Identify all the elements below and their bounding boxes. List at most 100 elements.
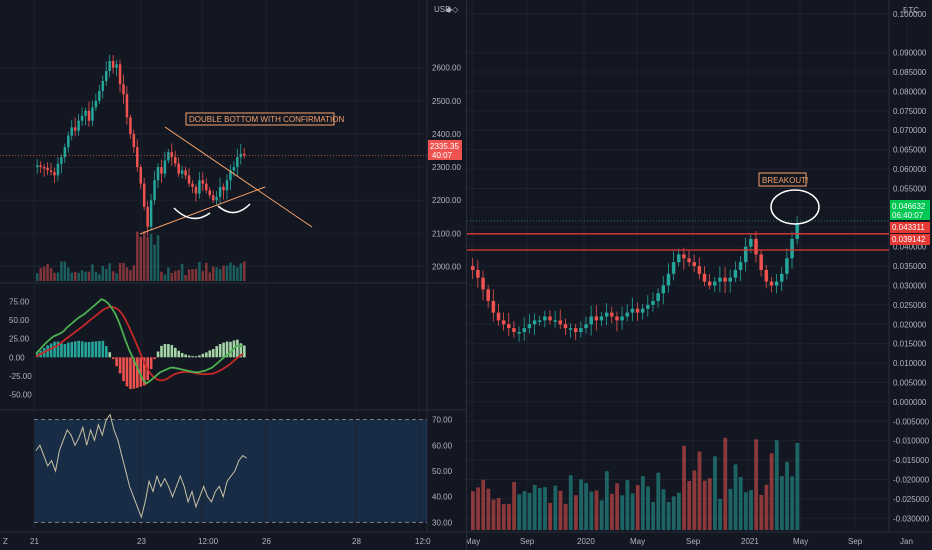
volume-bar bbox=[599, 500, 604, 530]
macd-histogram-bar bbox=[218, 344, 222, 358]
macd-tick-label: -25.00 bbox=[9, 372, 32, 381]
macd-histogram-bar bbox=[149, 357, 153, 370]
volume-bar bbox=[205, 262, 208, 281]
volume-bar bbox=[91, 264, 94, 281]
resistance-lines bbox=[467, 220, 889, 251]
volume-bar bbox=[558, 490, 563, 530]
candle-body bbox=[243, 153, 246, 156]
volume-bar bbox=[87, 271, 91, 281]
macd-histogram-bar bbox=[129, 357, 132, 390]
volume-bar bbox=[661, 489, 666, 530]
current-price-bg-right bbox=[890, 200, 930, 220]
ascending-trendline[interactable] bbox=[139, 186, 266, 235]
volume-bar bbox=[589, 491, 594, 530]
volume-bar bbox=[177, 270, 180, 281]
volume-bar bbox=[728, 488, 733, 530]
volume-bar bbox=[656, 472, 661, 530]
time-tick-label: 28 bbox=[352, 537, 361, 546]
price-tick-label: 0.025000 bbox=[893, 301, 927, 310]
volume-bar bbox=[108, 263, 111, 281]
candle-body bbox=[139, 167, 142, 184]
candle-body bbox=[656, 293, 660, 301]
macd-histogram-bar bbox=[70, 341, 74, 358]
macd-histogram-bar bbox=[80, 341, 84, 358]
macd-histogram-bar bbox=[177, 350, 181, 358]
macd-histogram-bar bbox=[105, 345, 108, 358]
volume-bar bbox=[517, 494, 522, 530]
candle-body bbox=[702, 273, 707, 282]
candle-body bbox=[496, 312, 501, 321]
volume-bar bbox=[537, 488, 542, 530]
volume-bar bbox=[743, 492, 748, 530]
volume-bar bbox=[574, 495, 578, 530]
macd-histogram-bar bbox=[236, 339, 239, 358]
volume-bar bbox=[153, 244, 156, 281]
macd-histogram-bar bbox=[243, 345, 246, 358]
right-chart-pane[interactable]: BTC BREAKOUT! 0.100000 0.090000 0.085000 0.… bbox=[466, 0, 932, 550]
volume-bar bbox=[543, 487, 547, 530]
candle-body bbox=[156, 167, 160, 181]
volume-bar bbox=[236, 267, 239, 281]
macd-histogram-bar bbox=[239, 343, 243, 358]
candle-body bbox=[80, 115, 84, 121]
candle-body bbox=[146, 206, 149, 227]
macd-histogram-bar bbox=[56, 341, 60, 358]
volume-bar bbox=[640, 476, 645, 530]
macd-histogram-bar bbox=[91, 341, 94, 358]
macd-histogram-bar bbox=[94, 341, 98, 358]
candle-body bbox=[163, 160, 167, 174]
breakout-circle[interactable] bbox=[770, 189, 820, 225]
volume-bar bbox=[218, 269, 222, 281]
candle-body bbox=[522, 328, 526, 333]
macd-histogram-bar bbox=[115, 357, 118, 367]
volume-bar bbox=[215, 267, 218, 281]
left-chart-canvas[interactable]: USD ◆◇ Z DOUBLE BOTTOM WITH CONFIRMATION… bbox=[0, 0, 466, 550]
breakout-annotation[interactable]: BREAKOUT! bbox=[758, 172, 820, 225]
breakout-box[interactable] bbox=[758, 172, 807, 187]
candle-body bbox=[191, 183, 194, 187]
rsi-tick-label: 30.00 bbox=[432, 518, 453, 527]
volume-bar bbox=[136, 231, 139, 281]
candle-body bbox=[225, 180, 229, 191]
volume-bar bbox=[723, 437, 728, 530]
volume-bar bbox=[635, 485, 640, 530]
candle-body bbox=[728, 277, 732, 282]
candle-body bbox=[558, 320, 563, 325]
price-tick-label: -0.020000 bbox=[893, 475, 930, 484]
macd-histogram-bar bbox=[49, 343, 53, 358]
volume-bar bbox=[201, 271, 205, 281]
time-tick-label: May bbox=[630, 537, 645, 546]
right-chart-canvas[interactable]: BTC BREAKOUT! 0.1000000.0900000.0850000.… bbox=[467, 0, 932, 550]
volume-bar bbox=[785, 461, 789, 530]
volume-bar bbox=[707, 478, 712, 530]
first-bottom-arc[interactable] bbox=[173, 207, 211, 220]
volume-bar bbox=[46, 264, 49, 281]
macd-histogram-bar bbox=[87, 341, 91, 358]
rsi-tick-label: 50.00 bbox=[432, 467, 453, 476]
candle-body bbox=[142, 183, 146, 207]
candle-body bbox=[666, 273, 671, 286]
candle-body bbox=[630, 308, 635, 313]
descending-trendline[interactable] bbox=[164, 126, 313, 228]
volume-bar bbox=[527, 492, 532, 530]
annotation-box[interactable] bbox=[185, 112, 335, 126]
volume-bar bbox=[507, 503, 511, 530]
left-chart-pane[interactable]: USD ◆◇ Z DOUBLE BOTTOM WITH CONFIRMATION… bbox=[0, 0, 466, 550]
timezone-icon[interactable]: Z bbox=[3, 537, 8, 546]
candle-body bbox=[218, 186, 222, 197]
second-bottom-arc[interactable] bbox=[217, 203, 251, 214]
time-tick-label: Jan bbox=[900, 537, 913, 546]
left-drawings-layer: DOUBLE BOTTOM WITH CONFIRMATION bbox=[139, 112, 344, 235]
macd-histogram-bar bbox=[167, 344, 170, 358]
volume-bar bbox=[94, 271, 98, 281]
price-tick-label: -0.005000 bbox=[893, 417, 930, 426]
candle-body bbox=[236, 157, 239, 168]
time-tick-label: Sep bbox=[520, 537, 535, 546]
candle-body bbox=[160, 167, 163, 174]
candle-body bbox=[764, 269, 769, 282]
macd-histogram-bar bbox=[101, 340, 105, 358]
candle-body bbox=[507, 324, 511, 329]
left-menu-icon[interactable]: ◆◇ bbox=[446, 5, 459, 14]
macd-histogram-bar bbox=[163, 344, 167, 358]
candle-body bbox=[229, 170, 232, 181]
